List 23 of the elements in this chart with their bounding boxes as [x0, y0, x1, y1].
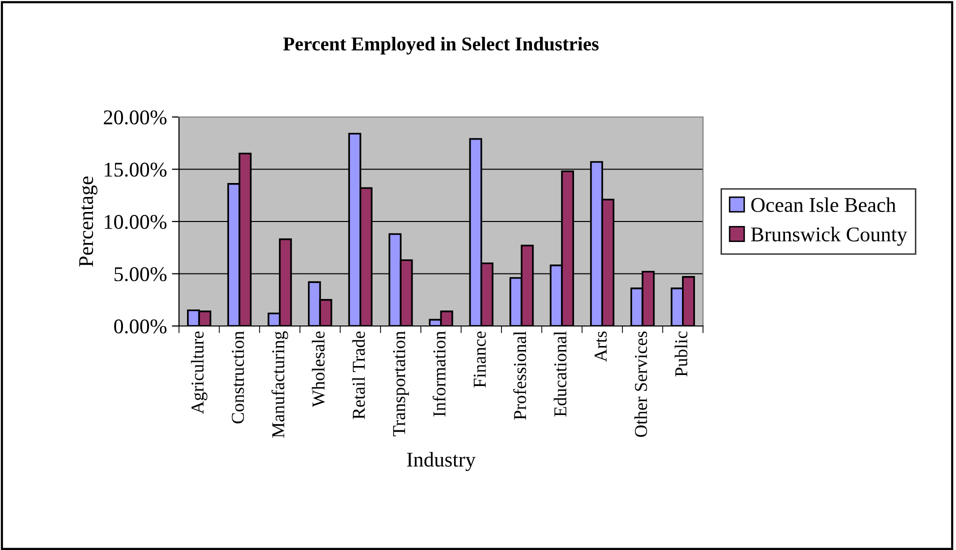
y-tick-label: 0.00% [114, 319, 166, 334]
x-tick-label: Retail Trade [352, 331, 365, 420]
y-tick-label: 20.00% [104, 110, 166, 125]
legend-label: Brunswick County [751, 226, 908, 246]
y-axis-title: Percentage [79, 176, 98, 267]
x-tick-label: Information [432, 331, 446, 416]
legend-label: Ocean Isle Beach [751, 197, 896, 212]
x-tick-label: Transportation [393, 331, 409, 436]
y-tick-label: 15.00% [104, 162, 166, 177]
chart-title: Percent Employed in Select Industries [283, 36, 599, 55]
x-axis-title: Industry [407, 452, 476, 471]
y-tick-label: 10.00% [104, 214, 166, 230]
x-tick-label: Finance [474, 331, 486, 388]
x-tick-label: Professional [513, 331, 526, 420]
x-tick-label: Manufacturing [271, 331, 288, 438]
x-tick-label: Educational [554, 331, 566, 417]
x-tick-label: Public [674, 331, 688, 376]
x-tick-label: Arts [594, 332, 607, 362]
x-tick-label: Wholesale [312, 331, 325, 408]
x-tick-label: Other Services [634, 332, 648, 437]
y-tick-label: 5.00% [114, 267, 166, 282]
x-tick-label: Agriculture [190, 331, 208, 414]
x-tick-label: Construction [232, 331, 244, 424]
